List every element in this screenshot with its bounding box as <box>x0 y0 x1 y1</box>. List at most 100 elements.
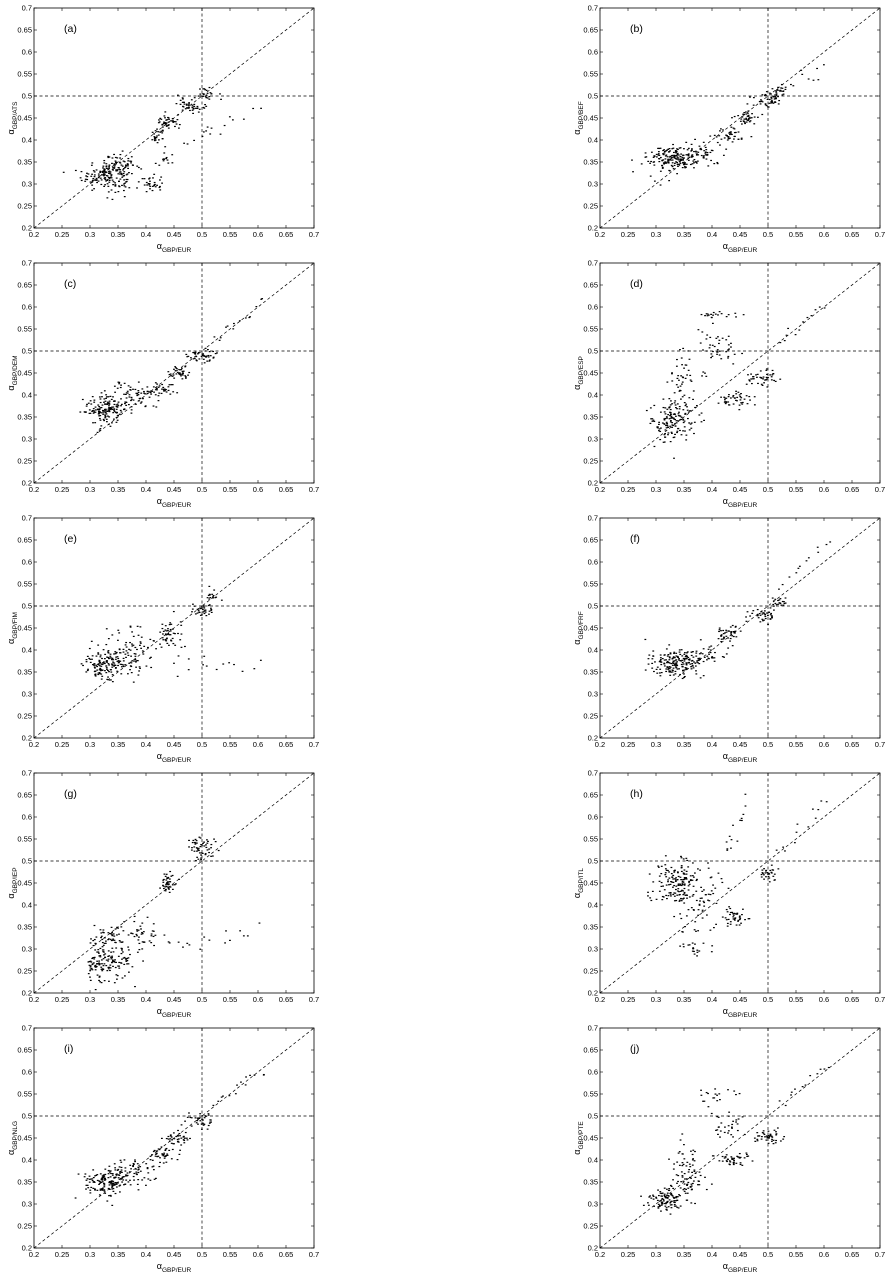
scatter-point <box>694 406 696 409</box>
y-tick-label: 0.4 <box>22 901 32 910</box>
scatter-point <box>110 1181 112 1183</box>
scatter-point <box>681 1175 684 1177</box>
scatter-point <box>691 862 694 864</box>
scatter-point <box>800 69 803 71</box>
scatter-point <box>660 865 663 867</box>
scatter-point <box>116 934 118 936</box>
scatter-point <box>94 1189 97 1191</box>
scatter-point <box>682 158 684 160</box>
scatter-point <box>685 1199 688 1201</box>
scatter-point <box>206 839 208 841</box>
scatter-point <box>671 403 674 405</box>
scatter-point <box>674 151 677 153</box>
scatter-point <box>120 952 123 955</box>
scatter-point <box>680 867 683 869</box>
scatter-point <box>118 171 121 173</box>
scatter-point <box>740 123 743 125</box>
scatter-point <box>133 660 135 662</box>
scatter-point <box>169 881 172 883</box>
scatter-point <box>790 1094 792 1096</box>
scatter-point <box>782 90 784 92</box>
scatter-point <box>725 629 728 631</box>
scatter-point <box>683 673 685 675</box>
scatter-point <box>138 666 141 668</box>
scatter-point <box>140 928 142 930</box>
scatter-point <box>705 1091 708 1094</box>
scatter-point <box>120 174 123 176</box>
x-axis-subscript: GBP/EUR <box>728 1267 758 1274</box>
scatter-point <box>206 1128 209 1130</box>
scatter-point <box>737 138 740 140</box>
scatter-point <box>109 1170 112 1172</box>
scatter-point <box>683 897 685 899</box>
scatter-point <box>707 899 709 901</box>
scatter-point <box>660 1200 662 1202</box>
scatter-point <box>212 1104 215 1106</box>
scatter-point <box>724 632 726 634</box>
scatter-point <box>671 380 674 382</box>
scatter-point <box>705 914 708 916</box>
y-axis-label: αGBP/ESP <box>572 356 585 390</box>
scatter-point <box>715 136 718 138</box>
scatter-point <box>704 152 707 154</box>
scatter-point <box>148 396 151 398</box>
scatter-point <box>680 870 683 873</box>
scatter-point <box>124 166 127 168</box>
scatter-point <box>150 656 152 658</box>
scatter-point <box>105 394 108 396</box>
scatter-point <box>112 181 115 183</box>
scatter-point <box>151 930 154 932</box>
scatter-point <box>148 178 150 180</box>
scatter-point <box>186 143 189 145</box>
scatter-point <box>127 654 130 656</box>
scatter-point <box>168 118 170 120</box>
y-tick-label: 0.45 <box>583 624 598 633</box>
scatter-point <box>130 162 132 164</box>
scatter-point <box>775 90 777 92</box>
scatter-point <box>202 131 205 133</box>
y-tick-label: 0.3 <box>22 690 32 699</box>
scatter-point <box>204 355 207 357</box>
scatter-point <box>188 839 190 842</box>
scatter-point <box>707 867 710 869</box>
scatter-point <box>125 164 127 166</box>
scatter-point <box>149 391 152 394</box>
scatter-point <box>682 409 685 411</box>
scatter-point <box>676 655 679 658</box>
scatter-point <box>148 940 151 942</box>
scatter-point <box>260 298 263 300</box>
scatter-point <box>700 1094 703 1096</box>
scatter-point <box>667 1189 670 1192</box>
scatter-point <box>765 1135 768 1137</box>
scatter-point <box>663 662 666 664</box>
scatter-point <box>148 657 151 659</box>
scatter-point <box>721 656 724 658</box>
scatter-point <box>662 406 665 409</box>
y-tick-label: 0.3 <box>588 945 598 954</box>
scatter-point <box>183 1139 186 1142</box>
scatter-point <box>804 1084 807 1086</box>
scatter-point <box>681 166 684 169</box>
scatter-point <box>709 929 712 931</box>
scatter-point <box>708 347 711 349</box>
scatter-point <box>705 158 708 160</box>
scatter-point <box>94 422 97 424</box>
scatter-point <box>210 607 212 609</box>
scatter-point <box>100 183 103 186</box>
scatter-point <box>681 1165 684 1167</box>
scatter-point <box>728 394 730 396</box>
scatter-point <box>718 1160 721 1162</box>
scatter-point <box>139 925 142 927</box>
scatter-point <box>166 159 169 161</box>
scatter-point <box>208 585 211 587</box>
scatter-point <box>144 405 147 408</box>
scatter-point <box>94 674 97 676</box>
scatter-point <box>745 121 748 123</box>
scatter-point <box>100 673 103 675</box>
scatter-point <box>663 418 666 420</box>
scatter-point <box>680 375 683 377</box>
scatter-point <box>699 639 702 641</box>
scatter-point <box>659 654 662 656</box>
scatter-point <box>690 1202 693 1204</box>
scatter-point <box>111 1184 114 1187</box>
